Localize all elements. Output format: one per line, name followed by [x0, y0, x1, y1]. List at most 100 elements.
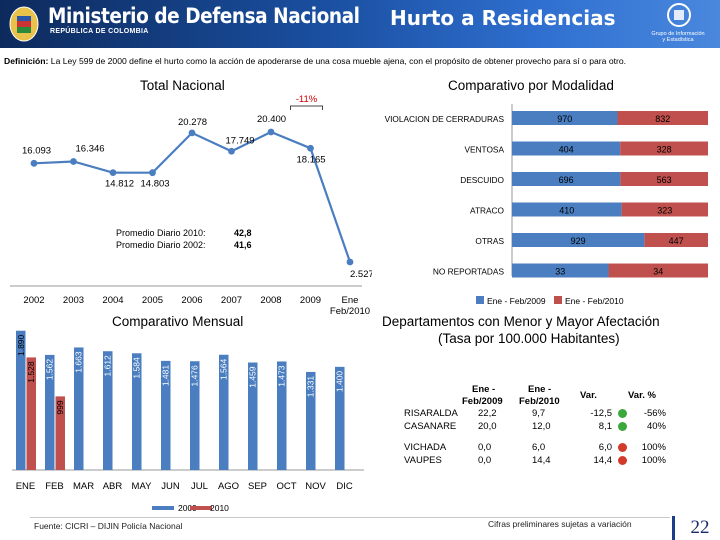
mensual-title: Comparativo Mensual [112, 314, 244, 329]
total-data-label: 20.400 [257, 114, 286, 125]
mensual-label-2009: 1.564 [219, 358, 229, 380]
group-name: Grupo de Información y Estadística [636, 31, 720, 43]
total-data-label: 17.749 [226, 135, 255, 146]
mensual-x-tick: JUL [191, 481, 208, 492]
table-header: Ene - [472, 384, 496, 395]
modalidad-bar-2009 [512, 172, 621, 186]
mensual-label-2009: 1.459 [248, 366, 258, 388]
table-header: Var. [580, 390, 597, 401]
mensual-bar-2010 [55, 396, 65, 470]
modalidad-bar-2010 [608, 263, 708, 278]
status-indicator-icon [618, 409, 627, 418]
source-note: Fuente: CICRI – DIJIN Policía Nacional [34, 521, 183, 531]
total-x-tick: 2006 [181, 295, 202, 306]
legend-swatch-2009 [152, 506, 174, 510]
average-label: Promedio Diario 2002: [116, 240, 206, 250]
department-variation-percent: 40% [646, 421, 666, 432]
modalidad-chart: VIOLACION DE CERRADURAS 970 832 VENTOSA 404 3… [385, 104, 708, 306]
mensual-x-tick: NOV [305, 481, 326, 492]
preliminary-note: Cifras preliminares sujetas a variación [488, 519, 632, 529]
modalidad-label-2010: 34 [653, 267, 663, 277]
mensual-label-2009: 1.476 [190, 365, 200, 387]
legend-swatch-2010 [554, 296, 562, 304]
total-x-tick: 2004 [102, 295, 123, 306]
table-header: Ene - [528, 384, 552, 395]
total-data-label: 20.278 [178, 117, 207, 128]
departamentos-title-2: (Tasa por 100.000 Habitantes) [438, 331, 620, 346]
legend-swatch-2009 [476, 296, 484, 304]
modalidad-label-2009: 404 [559, 145, 574, 155]
mensual-x-tick: DIC [336, 481, 353, 492]
mensual-bar-2009 [74, 347, 84, 470]
modalidad-label-2009: 696 [559, 175, 574, 185]
modalidad-category: NO REPORTADAS [433, 267, 505, 277]
total-x-tick: 2005 [142, 295, 163, 306]
modalidad-label-2009: 410 [559, 206, 574, 216]
modalidad-bar-2009 [512, 111, 618, 125]
modalidad-bar-2009 [512, 141, 621, 156]
total-nacional-title: Total Nacional [140, 78, 225, 93]
modalidad-bar-2010 [620, 141, 708, 156]
page-number: 22 [680, 516, 720, 540]
variation-annotation: -11% [296, 94, 318, 105]
modalidad-category: VIOLACION DE CERRADURAS [385, 114, 505, 124]
department-variation-percent: 100% [641, 455, 666, 466]
mensual-x-tick: ABR [103, 481, 123, 492]
mensual-label-2009: 1.562 [45, 359, 55, 381]
total-data-label: 2.527 [350, 269, 372, 280]
legend-label-2009: 2009 [178, 503, 197, 513]
total-point [346, 258, 354, 266]
mensual-bar-2009 [161, 360, 171, 470]
status-indicator-icon [618, 443, 627, 452]
legend-label-2010: 2010 [210, 503, 229, 513]
department-name: CASANARE [404, 421, 457, 432]
department-value-2010: 14,4 [532, 455, 551, 466]
mensual-x-tick: JUN [161, 481, 180, 492]
modalidad-category: OTRAS [475, 236, 504, 246]
department-value-2010: 9,7 [532, 408, 546, 419]
modalidad-title: Comparativo por Modalidad [448, 78, 614, 93]
total-point [188, 129, 196, 137]
mensual-label-2009: 1.663 [74, 351, 84, 373]
mensual-bar-2009 [190, 361, 200, 470]
group-line-2: y Estadística [662, 37, 694, 43]
modalidad-category: ATRACO [470, 206, 505, 216]
total-nacional-chart: 16.093 16.346 14.812 14.803 20.278 17.74920.4… [10, 94, 372, 317]
mensual-label-2009: 1.890 [16, 334, 26, 356]
mensual-label-2010: 1.528 [26, 361, 36, 383]
mensual-label-2010: 999 [55, 400, 65, 414]
average-value: 41,6 [234, 240, 252, 250]
modalidad-bar-2010 [617, 111, 708, 125]
modalidad-label-2009: 33 [555, 267, 565, 277]
mensual-bar-2009 [248, 362, 258, 470]
department-variation: 8,1 [598, 421, 612, 432]
departamentos-title-1: Departamentos con Menor y Mayor Afectaci… [382, 314, 660, 329]
department-variation: 14,4 [593, 455, 613, 466]
mensual-bar-2009 [219, 354, 229, 470]
annotation-bracket [290, 105, 323, 110]
status-indicator-icon [618, 456, 627, 465]
modalidad-label-2010: 447 [669, 236, 684, 246]
department-name: RISARALDA [404, 408, 458, 419]
department-variation-percent: -56% [643, 408, 666, 419]
coat-of-arms-icon [9, 6, 39, 42]
legend-label-2009: Ene - Feb/2009 [487, 296, 546, 306]
mensual-x-tick: SEP [248, 481, 267, 492]
legend-label-2010: Ene - Feb/2010 [565, 296, 624, 306]
department-value-2010: 12,0 [532, 421, 551, 432]
mensual-x-tick: ENE [16, 481, 36, 492]
mensual-bar-2009 [306, 371, 316, 470]
mensual-label-2009: 1.481 [161, 365, 171, 387]
total-point [149, 169, 156, 177]
mensual-label-2009: 1.331 [306, 376, 316, 398]
modalidad-label-2010: 328 [657, 145, 672, 155]
header-bar: Ministerio de Defensa Nacional REPÚBLICA… [0, 0, 720, 48]
department-value-2009: 20,0 [478, 421, 497, 432]
page-number-bar [672, 516, 675, 540]
total-point [307, 144, 314, 152]
table-header: Feb/2009 [462, 396, 503, 407]
modalidad-bar-2010 [644, 233, 708, 247]
department-name: VICHADA [404, 442, 447, 453]
definition-label: Definición: [4, 56, 49, 66]
